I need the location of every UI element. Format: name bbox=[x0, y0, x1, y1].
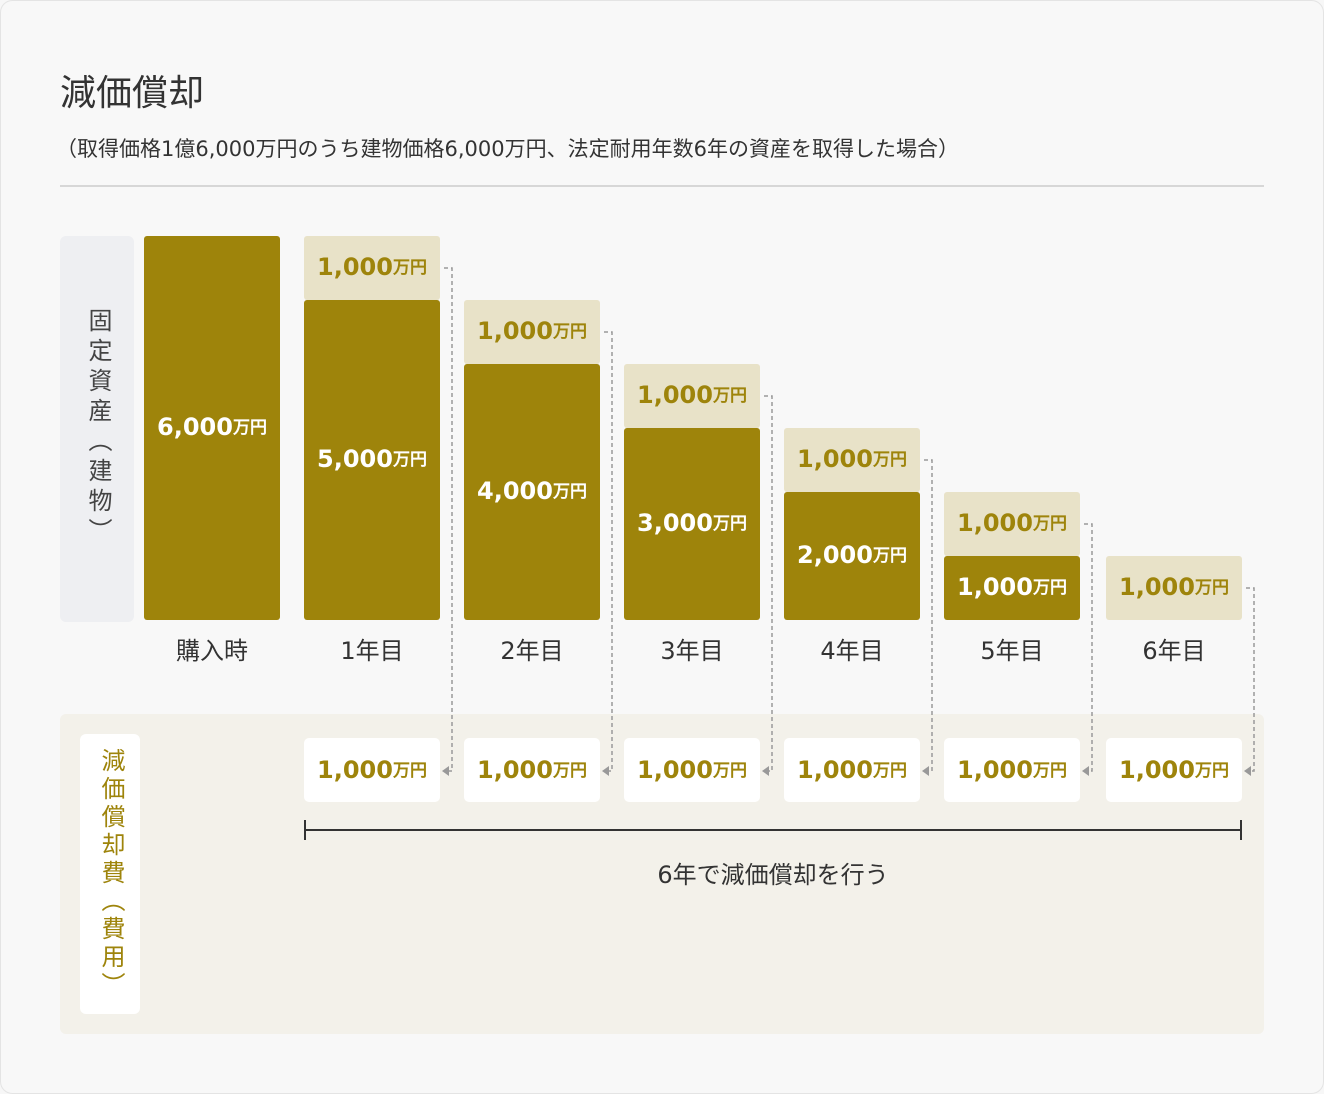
value-unit: 万円 bbox=[712, 514, 747, 534]
expense-label: 減価償却費（費用） bbox=[97, 748, 125, 1000]
bar-segment bbox=[784, 492, 920, 620]
value-number: 1,000 bbox=[957, 573, 1033, 601]
value-number: 1,000 bbox=[1119, 573, 1195, 601]
chart-subtitle: （取得価格1億6,000万円のうち建物価格6,000万円、法定耐用年数6年の資産… bbox=[56, 137, 959, 161]
value-number: 3,000 bbox=[637, 509, 713, 537]
value-number: 1,000 bbox=[637, 756, 713, 784]
bar-segment bbox=[944, 556, 1080, 620]
connector bbox=[1246, 587, 1255, 772]
value-number: 1,000 bbox=[957, 509, 1033, 537]
value-unit: 万円 bbox=[712, 761, 747, 781]
y-label-box bbox=[60, 236, 134, 622]
arrow-head bbox=[762, 766, 769, 776]
value-unit: 万円 bbox=[1194, 578, 1229, 598]
value-label: 1,000万円 bbox=[477, 756, 587, 784]
value-number: 1,000 bbox=[797, 445, 873, 473]
y-axis-label: 固定資産（建物） bbox=[84, 308, 112, 548]
x-tick-label: 3年目 bbox=[660, 637, 723, 665]
value-label: 1,000万円 bbox=[957, 756, 1067, 784]
expense-box bbox=[464, 738, 600, 802]
value-label: 1,000万円 bbox=[1119, 756, 1229, 784]
value-label: 4,000万円 bbox=[477, 477, 587, 505]
bar-segment bbox=[944, 492, 1080, 556]
x-tick-label: 6年目 bbox=[1142, 637, 1205, 665]
value-label: 2,000万円 bbox=[797, 541, 907, 569]
arrow-head bbox=[922, 766, 929, 776]
value-number: 4,000 bbox=[477, 477, 553, 505]
value-unit: 万円 bbox=[552, 761, 587, 781]
value-number: 1,000 bbox=[797, 756, 873, 784]
bar-segment bbox=[144, 236, 280, 620]
value-label: 1,000万円 bbox=[637, 756, 747, 784]
x-tick-label: 購入時 bbox=[176, 637, 248, 665]
value-unit: 万円 bbox=[1032, 514, 1067, 534]
value-label: 3,000万円 bbox=[637, 509, 747, 537]
bar-segment bbox=[784, 428, 920, 492]
arrow-head bbox=[1082, 766, 1089, 776]
bar-segment bbox=[464, 364, 600, 620]
chart-title: 減価償却 bbox=[60, 73, 204, 114]
expense-box bbox=[1106, 738, 1242, 802]
value-number: 1,000 bbox=[957, 756, 1033, 784]
connector bbox=[1084, 523, 1093, 772]
value-unit: 万円 bbox=[872, 761, 907, 781]
bar-segment bbox=[304, 300, 440, 620]
value-number: 1,000 bbox=[317, 253, 393, 281]
arrow-head bbox=[442, 766, 449, 776]
value-number: 6,000 bbox=[157, 413, 233, 441]
arrow-head bbox=[602, 766, 609, 776]
value-label: 1,000万円 bbox=[1119, 573, 1229, 601]
value-label: 1,000万円 bbox=[797, 756, 907, 784]
expense-box bbox=[944, 738, 1080, 802]
value-unit: 万円 bbox=[1032, 578, 1067, 598]
x-tick-label: 4年目 bbox=[820, 637, 883, 665]
value-unit: 万円 bbox=[392, 258, 427, 278]
value-unit: 万円 bbox=[552, 482, 587, 502]
bar-segment bbox=[464, 300, 600, 364]
arrow-head bbox=[1244, 766, 1251, 776]
value-unit: 万円 bbox=[1032, 761, 1067, 781]
bar-segment bbox=[304, 236, 440, 300]
value-label: 1,000万円 bbox=[957, 573, 1067, 601]
value-unit: 万円 bbox=[232, 418, 267, 438]
value-number: 5,000 bbox=[317, 445, 393, 473]
value-label: 1,000万円 bbox=[477, 317, 587, 345]
value-unit: 万円 bbox=[872, 546, 907, 566]
period-note: 6年で減価償却を行う bbox=[657, 861, 888, 889]
value-unit: 万円 bbox=[552, 322, 587, 342]
value-label: 6,000万円 bbox=[157, 413, 267, 441]
expense-box bbox=[304, 738, 440, 802]
value-unit: 万円 bbox=[392, 761, 427, 781]
value-label: 1,000万円 bbox=[317, 253, 427, 281]
value-unit: 万円 bbox=[872, 450, 907, 470]
expense-box bbox=[784, 738, 920, 802]
value-number: 1,000 bbox=[317, 756, 393, 784]
expense-label-box bbox=[80, 734, 140, 1014]
value-unit: 万円 bbox=[392, 450, 427, 470]
x-tick-label: 2年目 bbox=[500, 637, 563, 665]
value-label: 1,000万円 bbox=[797, 445, 907, 473]
expense-box bbox=[624, 738, 760, 802]
bar-segment bbox=[624, 428, 760, 620]
value-unit: 万円 bbox=[1194, 761, 1229, 781]
value-number: 1,000 bbox=[637, 381, 713, 409]
value-label: 5,000万円 bbox=[317, 445, 427, 473]
value-number: 1,000 bbox=[477, 756, 553, 784]
value-label: 1,000万円 bbox=[957, 509, 1067, 537]
value-unit: 万円 bbox=[712, 386, 747, 406]
value-number: 2,000 bbox=[797, 541, 873, 569]
value-label: 1,000万円 bbox=[637, 381, 747, 409]
value-number: 1,000 bbox=[477, 317, 553, 345]
bar-segment bbox=[624, 364, 760, 428]
x-tick-label: 1年目 bbox=[340, 637, 403, 665]
x-tick-label: 5年目 bbox=[980, 637, 1043, 665]
bar-segment bbox=[1106, 556, 1242, 620]
value-number: 1,000 bbox=[1119, 756, 1195, 784]
value-label: 1,000万円 bbox=[317, 756, 427, 784]
